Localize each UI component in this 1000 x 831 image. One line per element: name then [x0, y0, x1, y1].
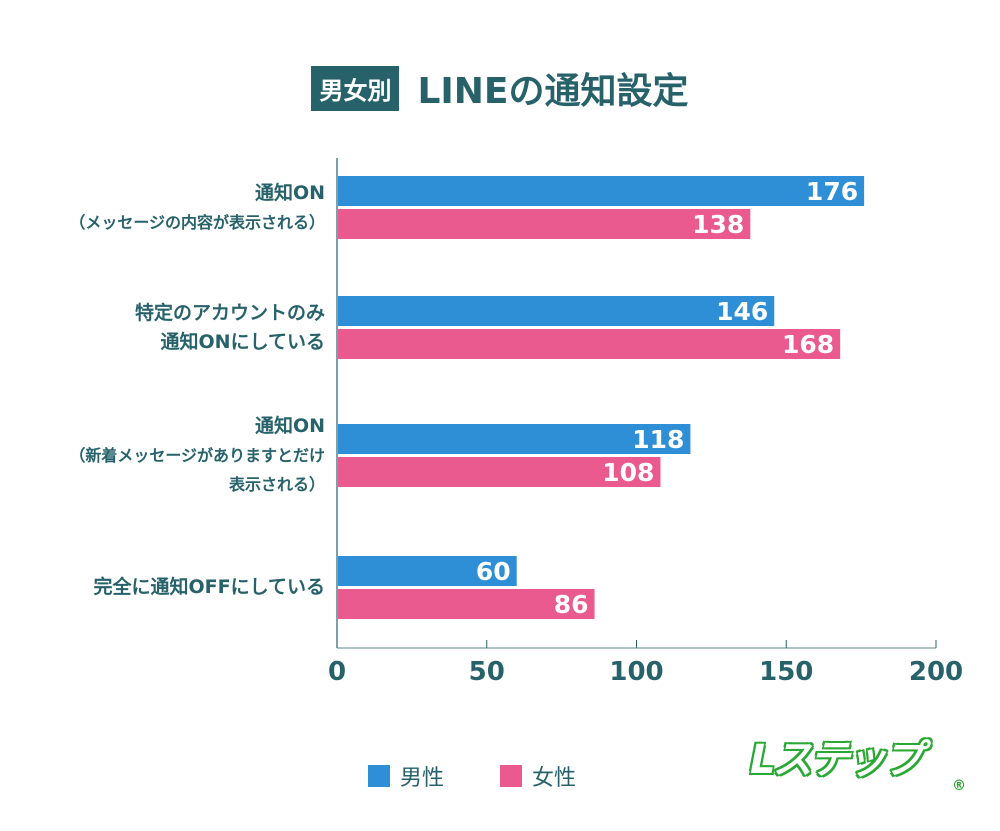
registered-mark: ® [952, 778, 966, 794]
chart-title: 男女別 LINEの通知設定 [0, 62, 1000, 114]
bar-female [338, 457, 661, 487]
category-label-line: 通知ON [254, 415, 325, 437]
category-label-line: 表示される） [228, 475, 325, 494]
data-label: 168 [782, 330, 834, 359]
legend-swatch [368, 765, 390, 787]
bar-female [338, 589, 595, 619]
bar-male [338, 556, 517, 586]
data-label: 146 [716, 297, 768, 326]
data-label: 118 [632, 425, 684, 454]
data-label: 108 [602, 458, 654, 487]
title-badge: 男女別 [311, 65, 400, 111]
bar-female [338, 209, 751, 239]
category-label-line: （新着メッセージがありますとだけ [69, 446, 325, 465]
category-label-line: 通知ON [254, 181, 325, 204]
data-label: 86 [554, 590, 589, 619]
category-label-line: 特定のアカウントのみ [134, 301, 325, 324]
category-label: 通知ON （メッセージの内容が表示される） [69, 179, 325, 237]
x-tick-label: 50 [469, 657, 505, 687]
category-label-line: （メッセージの内容が表示される） [69, 212, 325, 232]
category-label-line: 完全に通知OFFにしている [93, 576, 325, 598]
bar-male [338, 176, 865, 206]
legend-item-female: 女性 [500, 760, 576, 792]
bar-male [338, 424, 691, 454]
data-label: 60 [476, 557, 511, 586]
legend-item-male: 男性 [368, 760, 444, 792]
category-label: 特定のアカウントのみ通知ONにしている [135, 299, 325, 357]
title-text: LINEの通知設定 [417, 71, 689, 112]
lstep-logo: Lステップ [749, 736, 925, 785]
x-tick-label: 0 [328, 657, 346, 687]
data-label: 176 [806, 177, 858, 206]
legend-label: 男性 [400, 766, 445, 791]
x-tick-label: 150 [759, 657, 813, 687]
bar-male [338, 296, 775, 326]
category-label: 完全に通知OFFにしている [93, 573, 325, 602]
data-label: 138 [692, 210, 744, 239]
legend-swatch [500, 765, 522, 787]
x-tick-label: 100 [609, 657, 663, 687]
category-label-line: 通知ONにしている [160, 330, 325, 353]
category-label: 通知ON （新着メッセージがありますとだけ表示される） [69, 412, 325, 499]
x-tick-label: 200 [909, 657, 963, 687]
legend-label: 女性 [532, 766, 577, 791]
bar-female [338, 329, 841, 359]
